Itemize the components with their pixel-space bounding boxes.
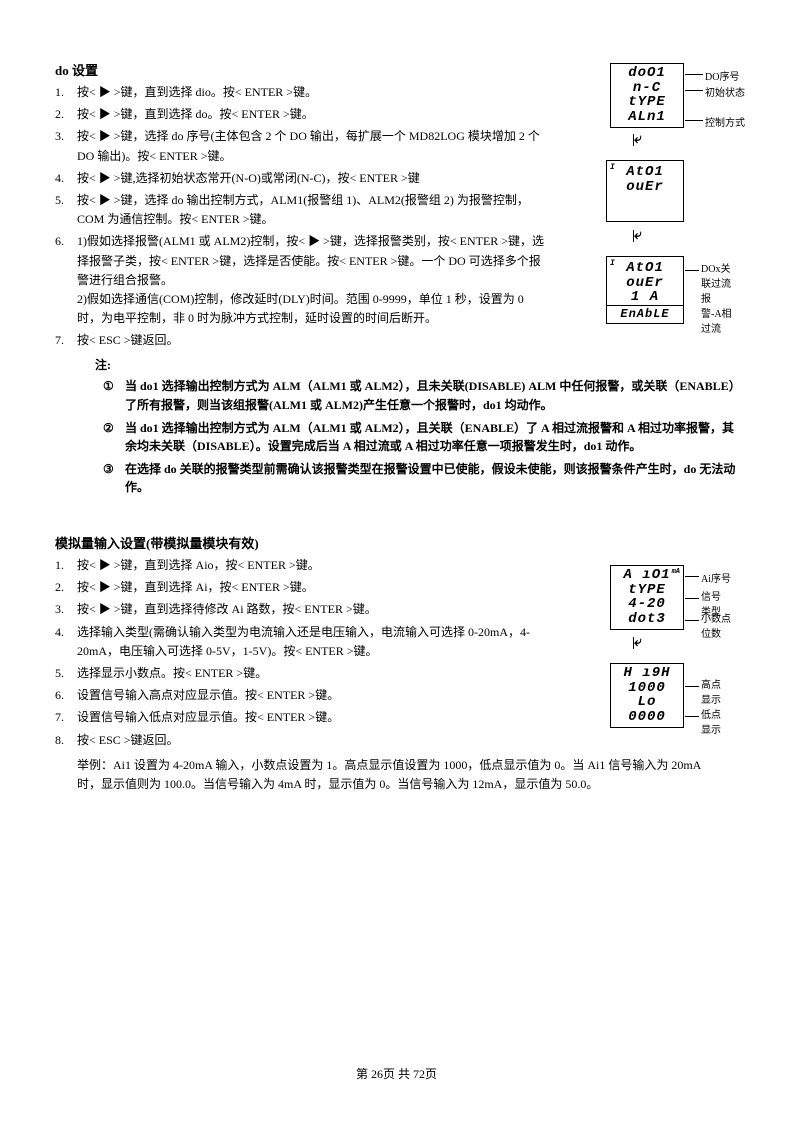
- step-text: 选择显示小数点。按< ENTER >键。: [77, 666, 267, 680]
- do-step: 6.1)假如选择报警(ALM1 或 ALM2)控制，按< ▶ >键，选择报警类别…: [55, 232, 545, 328]
- ai-step: 2.按< ▶ >键，直到选择 Ai，按< ENTER >键。: [55, 578, 545, 597]
- lcd-line: 1000: [611, 681, 683, 696]
- note-text: 当 do1 选择输出控制方式为 ALM（ALM1 或 ALM2），且关联（ENA…: [125, 421, 734, 454]
- arrow-down-icon: ⤶: [633, 635, 642, 651]
- lcd-line: H ı9H: [611, 666, 683, 681]
- lcd-line: n-C: [611, 81, 683, 96]
- ai-steps-col: 1.按< ▶ >键，直到选择 Aio，按< ENTER >键。 2.按< ▶ >…: [55, 556, 545, 794]
- note-item: ②当 do1 选择输出控制方式为 ALM（ALM1 或 ALM2），且关联（EN…: [103, 419, 738, 456]
- leader-line: [685, 598, 699, 599]
- ai-step: 8.按< ESC >键返回。: [55, 731, 545, 750]
- lcd-line: tYPE: [611, 95, 683, 110]
- do-step: 2.按< ▶ >键，直到选择 do。按< ENTER >键。: [55, 105, 545, 124]
- ai-step: 1.按< ▶ >键，直到选择 Aio，按< ENTER >键。: [55, 556, 545, 575]
- step-text: 设置信号输入高点对应显示值。按< ENTER >键。: [77, 688, 339, 702]
- note-text: 在选择 do 关联的报警类型前需确认该报警类型在报警设置中已使能，假设未使能，则…: [125, 462, 735, 495]
- do-steps: 1.按< ▶ >键，直到选择 dio。按< ENTER >键。 2.按< ▶ >…: [55, 83, 545, 350]
- lcd-line: Lo: [611, 695, 683, 710]
- step-text: 设置信号输入低点对应显示值。按< ENTER >键。: [77, 710, 339, 724]
- lcd-label: 控制方式: [705, 114, 745, 129]
- lcd-line: EnAbLE: [607, 305, 683, 321]
- note-text: 当 do1 选择输出控制方式为 ALM（ALM1 或 ALM2），且未关联(DI…: [125, 379, 735, 412]
- lcd-indicator: I: [610, 259, 615, 268]
- ai-step: 3.按< ▶ >键，直到选择待修改 Ai 路数，按< ENTER >键。: [55, 600, 545, 619]
- enter-icon: ⤶: [634, 132, 642, 147]
- note-item: ③在选择 do 关联的报警类型前需确认该报警类型在报警设置中已使能，假设未使能，…: [103, 460, 738, 497]
- enter-icon: ⤶: [634, 228, 642, 243]
- lcd-line: ALn1: [611, 110, 683, 125]
- do-notes: ①当 do1 选择输出控制方式为 ALM（ALM1 或 ALM2），且未关联(D…: [103, 377, 738, 497]
- arrow-down-icon: ⤶: [633, 132, 642, 148]
- lcd-line: doO1: [611, 66, 683, 81]
- lcd-label: 低点 显示: [701, 706, 721, 736]
- lcd-label: DO序号: [705, 68, 739, 83]
- ai-section-title: 模拟量输入设置(带模拟量模块有效): [55, 533, 738, 552]
- note-item: ①当 do1 选择输出控制方式为 ALM（ALM1 或 ALM2），且未关联(D…: [103, 377, 738, 414]
- leader-line: [685, 90, 703, 91]
- step-text: 按< ▶ >键，选择 do 输出控制方式，ALM1(报警组 1)、ALM2(报警…: [77, 193, 529, 226]
- step-text: 按< ▶ >键，直到选择 do。按< ENTER >键。: [77, 107, 314, 121]
- lcd-line: ouEr: [607, 276, 683, 291]
- ai-step: 5.选择显示小数点。按< ENTER >键。: [55, 664, 545, 683]
- page: do 设置 1.按< ▶ >键，直到选择 dio。按< ENTER >键。 2.…: [0, 0, 793, 794]
- lcd-line: 4-20: [611, 597, 683, 612]
- do-step: 5.按< ▶ >键，选择 do 输出控制方式，ALM1(报警组 1)、ALM2(…: [55, 191, 545, 229]
- lcd-line: ouEr: [607, 180, 683, 195]
- do-step: 7.按< ESC >键返回。: [55, 331, 545, 350]
- lcd-line: AtO1: [607, 261, 683, 276]
- leader-line: [685, 716, 699, 717]
- enter-icon: ⤶: [634, 635, 642, 650]
- lcd-line: 0000: [611, 710, 683, 725]
- lcd-unit: mA: [672, 568, 680, 576]
- do-step: 4.按< ▶ >键,选择初始状态常开(N-O)或常闭(N-C)，按< ENTER…: [55, 169, 545, 188]
- notes-header: 注:: [95, 356, 738, 373]
- lcd-label: 初始状态: [705, 84, 745, 99]
- lcd-indicator: I: [610, 163, 615, 172]
- ai-step: 7.设置信号输入低点对应显示值。按< ENTER >键。: [55, 708, 545, 727]
- do-step: 1.按< ▶ >键，直到选择 dio。按< ENTER >键。: [55, 83, 545, 102]
- step-text: 按< ▶ >键，选择 do 序号(主体包含 2 个 DO 输出，每扩展一个 MD…: [77, 129, 540, 162]
- leader-line: [685, 686, 699, 687]
- leader-line: [685, 120, 703, 121]
- lcd-do2: I AtO1 ouEr: [606, 160, 684, 222]
- step-text: 选择输入类型(需确认输入类型为电流输入还是电压输入，电流输入可选择 0-20mA…: [77, 625, 530, 658]
- step-text: 按< ▶ >键，直到选择 Ai，按< ENTER >键。: [77, 580, 314, 594]
- lcd-do1: doO1 n-C tYPE ALn1: [610, 63, 684, 128]
- ai-example: 举例：Ai1 设置为 4-20mA 输入，小数点设置为 1。高点显示值设置为 1…: [77, 756, 717, 794]
- lcd-ai1: mA A ıO1 tYPE 4-20 dot3: [610, 565, 684, 630]
- lcd-do3: I AtO1 ouEr 1 A EnAbLE: [606, 256, 684, 324]
- lcd-ai2: H ı9H 1000 Lo 0000: [610, 663, 684, 728]
- leader-line: [685, 270, 699, 271]
- lcd-label: Ai序号: [701, 570, 731, 585]
- lcd-label: DOx关联过流报 警-A相过流: [701, 260, 738, 335]
- lcd-line: 1 A: [607, 290, 683, 305]
- step-text: 按< ▶ >键，直到选择待修改 Ai 路数，按< ENTER >键。: [77, 602, 377, 616]
- page-footer: 第 26页 共 72页: [0, 1065, 793, 1082]
- do-steps-col: 1.按< ▶ >键，直到选择 dio。按< ENTER >键。 2.按< ▶ >…: [55, 83, 545, 350]
- step-text: 按< ESC >键返回。: [77, 733, 179, 747]
- step-text: 按< ▶ >键,选择初始状态常开(N-O)或常闭(N-C)，按< ENTER >…: [77, 171, 420, 185]
- ai-step: 4.选择输入类型(需确认输入类型为电流输入还是电压输入，电流输入可选择 0-20…: [55, 623, 545, 661]
- content: do 设置 1.按< ▶ >键，直到选择 dio。按< ENTER >键。 2.…: [55, 60, 738, 794]
- lcd-label: 高点 显示: [701, 676, 721, 706]
- ai-step: 6.设置信号输入高点对应显示值。按< ENTER >键。: [55, 686, 545, 705]
- leader-line: [685, 74, 703, 75]
- arrow-down-icon: ⤶: [633, 228, 642, 244]
- ai-steps: 1.按< ▶ >键，直到选择 Aio，按< ENTER >键。 2.按< ▶ >…: [55, 556, 545, 750]
- leader-line: [685, 576, 699, 577]
- lcd-line: AtO1: [607, 165, 683, 180]
- lcd-line: dot3: [611, 612, 683, 627]
- lcd-line: tYPE: [611, 583, 683, 598]
- step-text: 1)假如选择报警(ALM1 或 ALM2)控制，按< ▶ >键，选择报警类别，按…: [77, 234, 544, 325]
- do-step: 3.按< ▶ >键，选择 do 序号(主体包含 2 个 DO 输出，每扩展一个 …: [55, 127, 545, 165]
- lcd-label: 小数点 位数: [701, 610, 731, 640]
- step-text: 按< ESC >键返回。: [77, 333, 179, 347]
- leader-line: [685, 620, 699, 621]
- step-text: 按< ▶ >键，直到选择 Aio，按< ENTER >键。: [77, 558, 320, 572]
- step-text: 按< ▶ >键，直到选择 dio。按< ENTER >键。: [77, 85, 317, 99]
